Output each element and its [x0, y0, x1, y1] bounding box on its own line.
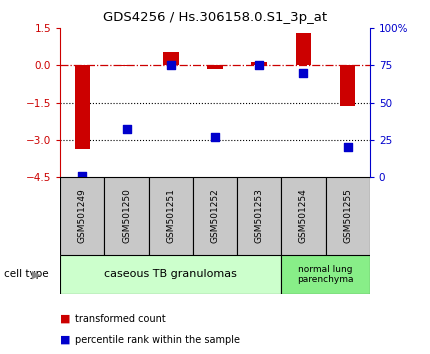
Bar [193, 177, 237, 255]
Text: ■: ■ [60, 314, 71, 324]
Bar [340, 65, 356, 106]
Point [256, 63, 263, 68]
Bar [296, 33, 311, 65]
Text: ■: ■ [60, 335, 71, 345]
Text: caseous TB granulomas: caseous TB granulomas [104, 269, 237, 279]
Text: GSM501251: GSM501251 [166, 188, 175, 244]
Bar [252, 62, 267, 65]
Text: GSM501252: GSM501252 [211, 189, 219, 243]
Bar [281, 177, 326, 255]
Text: ▶: ▶ [32, 269, 41, 279]
Point [344, 144, 351, 150]
Text: GSM501250: GSM501250 [122, 188, 131, 244]
Bar [104, 177, 149, 255]
Bar [60, 255, 281, 294]
Text: GSM501249: GSM501249 [78, 189, 87, 243]
Text: GSM501255: GSM501255 [343, 188, 352, 244]
Point [167, 63, 174, 68]
Bar [237, 177, 281, 255]
Text: cell type: cell type [4, 269, 49, 279]
Text: GSM501253: GSM501253 [255, 188, 264, 244]
Point [123, 127, 130, 132]
Text: GSM501254: GSM501254 [299, 189, 308, 243]
Point [300, 70, 307, 76]
Bar [207, 65, 223, 69]
Bar [326, 177, 370, 255]
Point [212, 134, 218, 140]
Point [79, 173, 86, 178]
Bar [149, 177, 193, 255]
Bar [60, 177, 104, 255]
Text: normal lung
parenchyma: normal lung parenchyma [297, 265, 354, 284]
Bar [281, 255, 370, 294]
Text: percentile rank within the sample: percentile rank within the sample [75, 335, 240, 345]
Bar [119, 65, 134, 66]
Text: GDS4256 / Hs.306158.0.S1_3p_at: GDS4256 / Hs.306158.0.S1_3p_at [103, 11, 327, 24]
Text: transformed count: transformed count [75, 314, 166, 324]
Bar [74, 65, 90, 149]
Bar [163, 52, 178, 65]
